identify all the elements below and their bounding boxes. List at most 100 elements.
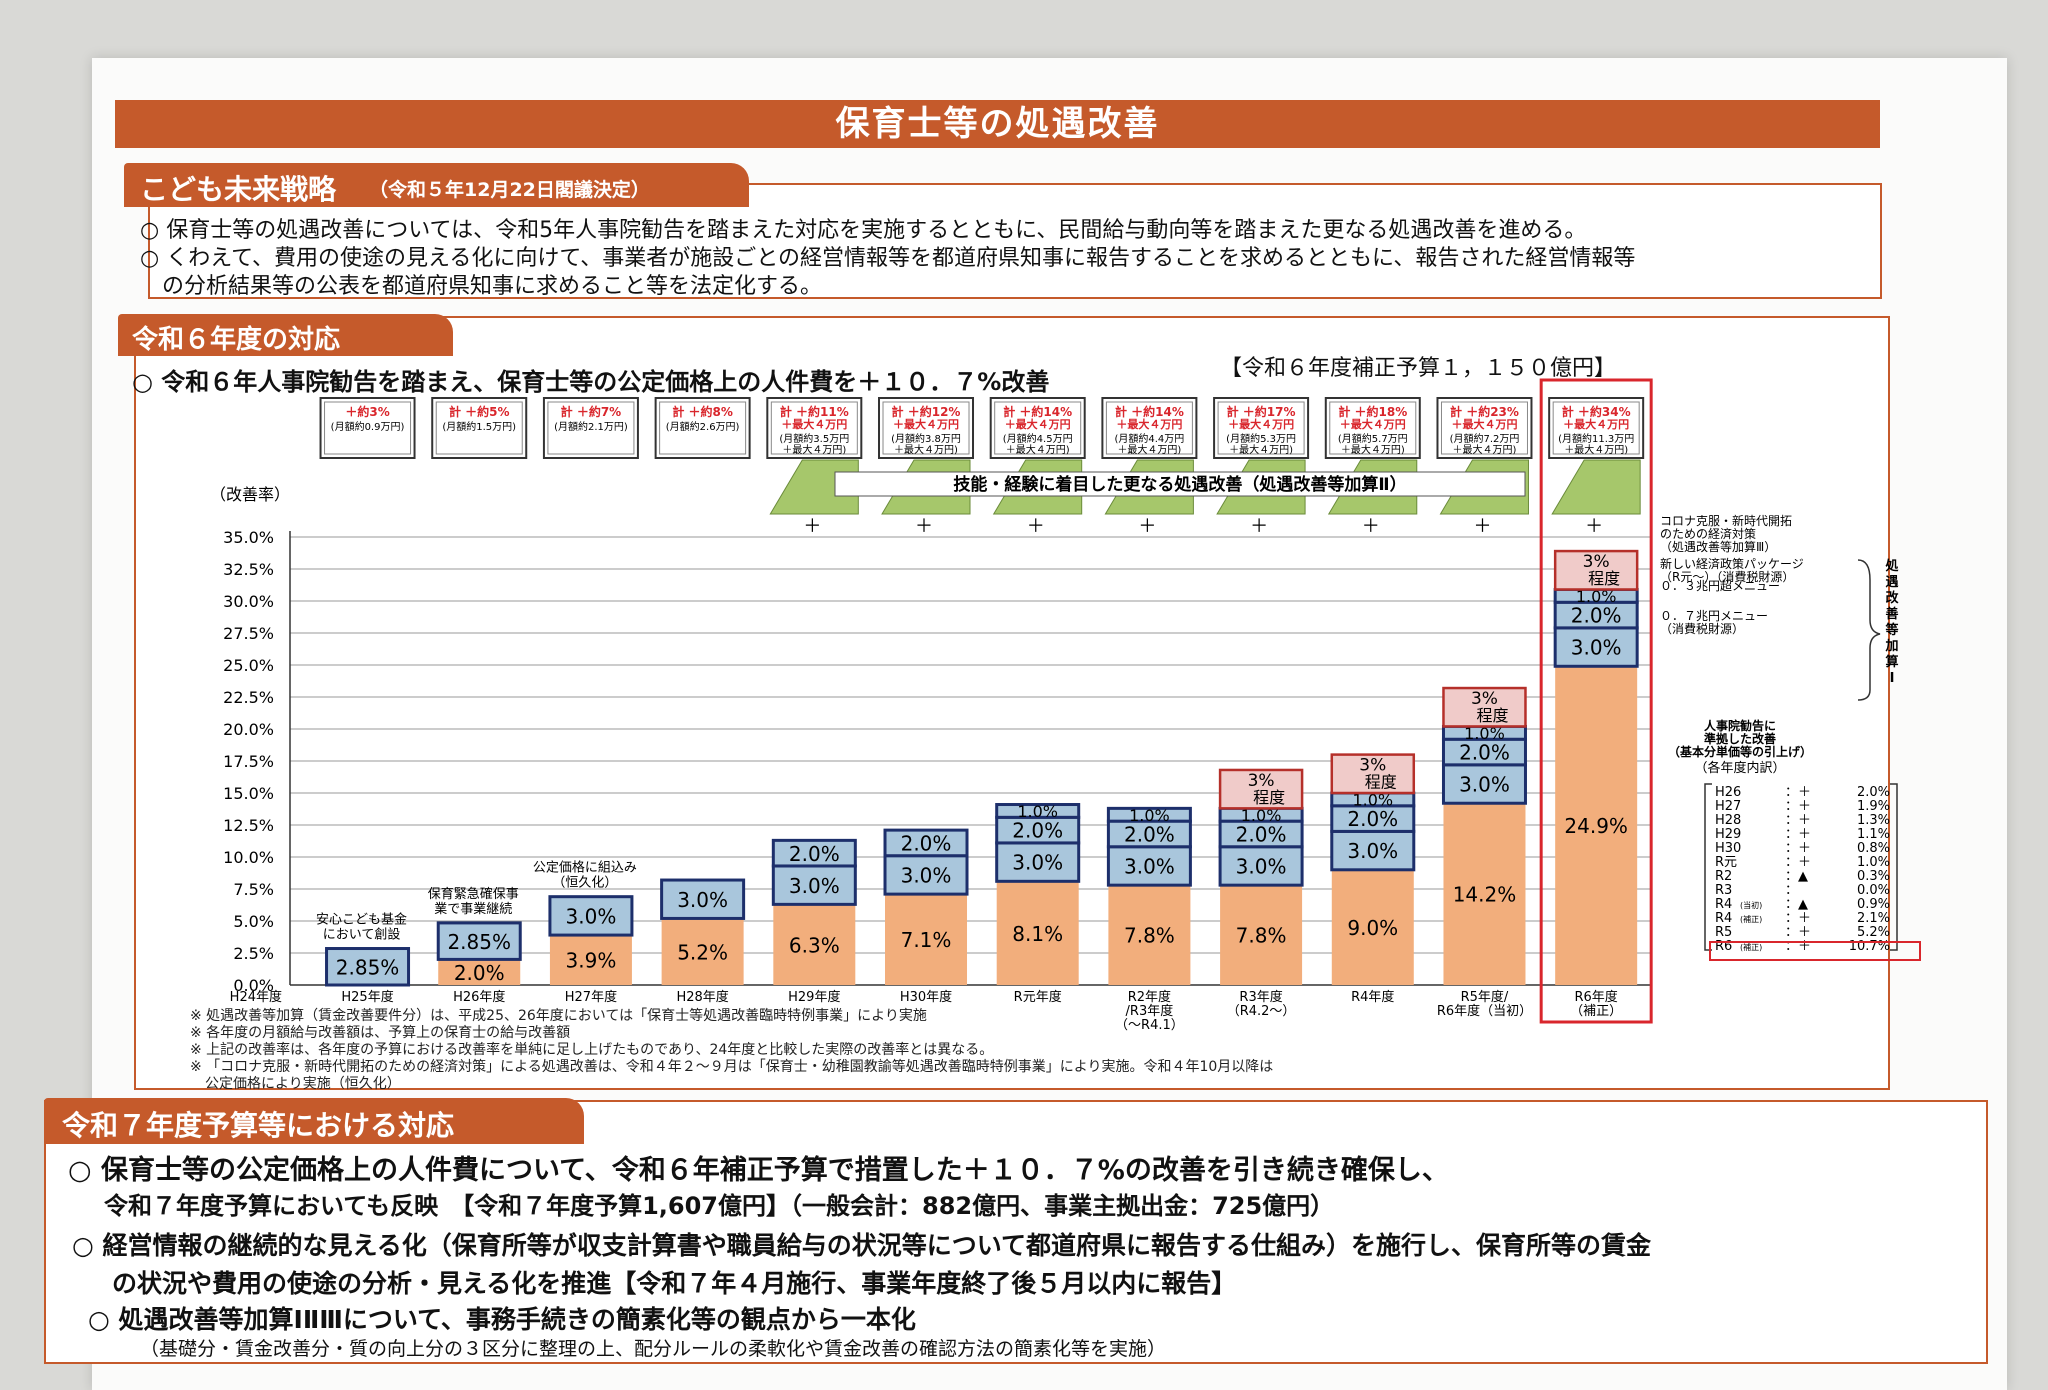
x-tick-label: H28年度: [676, 989, 728, 1005]
top-summary-main: ＋約3%: [345, 404, 389, 419]
top-summary-sub: (月額約5.3万円: [1226, 432, 1296, 445]
plus-sign: ＋: [1027, 516, 1045, 537]
x-tick-label: H24年度: [230, 989, 282, 1005]
breakdown-year: R元: [1715, 855, 1737, 870]
bar-label: 3%: [1248, 771, 1275, 791]
y-tick-label: 2.5%: [233, 944, 274, 963]
top-summary-main: 計 ＋約12%: [892, 404, 961, 419]
x-tick-label: R3年度: [1239, 989, 1282, 1005]
bar-label: 2.0%: [1459, 741, 1510, 765]
footnote-4: ※ 「コロナ克服・新時代開拓のための経済対策」による処遇改善は、令和４年２～９月…: [190, 1059, 1274, 1075]
top-summary-inner: [882, 401, 970, 455]
bar-segment: [436, 921, 522, 961]
breakdown-year: H30: [1715, 841, 1741, 856]
breakdown-value: 0.8%: [1857, 841, 1890, 856]
plus-sign: ＋: [1585, 516, 1603, 537]
top-summary-inner: [324, 401, 412, 455]
bar-segment: [1106, 806, 1192, 823]
top-summary-inner: [1105, 401, 1193, 455]
top-summary-box: [1548, 397, 1645, 459]
top-summary-main: 計 ＋約18%: [1338, 404, 1407, 419]
right-bracket-label: 処: [1884, 558, 1899, 574]
breakdown-value: 1.3%: [1857, 813, 1890, 828]
bar-segment: [771, 864, 857, 906]
bar-segment: [1443, 803, 1526, 985]
bar-label: 3.0%: [789, 874, 840, 898]
right-bracket: [1857, 559, 1881, 701]
top-summary-inner: [994, 401, 1082, 455]
breakdown-sign: ：: [1785, 883, 1798, 898]
plus-sign: ＋: [1473, 516, 1491, 537]
bar-label: 3.0%: [1347, 839, 1398, 863]
breakdown-year: R4: [1715, 911, 1732, 926]
bar-label: 3.0%: [1571, 636, 1622, 660]
bar-segment: [1442, 686, 1527, 728]
breakdown-year: H26: [1715, 785, 1741, 800]
bar-label: 2.0%: [901, 832, 952, 856]
bar-annotation: 公定価格に組込み: [533, 860, 637, 876]
bar-label: 3.0%: [1012, 851, 1063, 875]
bar-label: 2.0%: [1571, 604, 1622, 628]
bar-label: 1.0%: [1129, 806, 1170, 825]
bar-label: 2.0%: [1236, 823, 1287, 847]
top-summary-sub: (月額約7.2万円: [1450, 432, 1520, 445]
top-summary-sub: (月額約2.1万円): [554, 420, 628, 433]
bar-segment: [1220, 885, 1303, 985]
right-bracket-label: 改: [1885, 590, 1899, 606]
bar-segment: [438, 959, 521, 985]
top-summary-main: 計 ＋約11%: [780, 404, 849, 419]
bar-label: 3%: [1359, 756, 1386, 776]
breakdown-sign: ：＋: [1785, 925, 1811, 940]
top-summary-main2: ＋最大４万円: [1228, 417, 1294, 431]
fy2025-line-5: ○ 処遇改善等加算ⅠⅡⅢについて、事務手続きの簡素化等の観点から一本化: [88, 1305, 916, 1334]
top-summary-box: [766, 397, 863, 459]
top-summary-box: [1324, 397, 1421, 459]
jinji-label: 人事院勧告に: [1704, 718, 1776, 733]
page-title: 保育士等の処遇改善: [115, 100, 1880, 148]
plus-sign: ＋: [1250, 516, 1268, 537]
top-summary-inner: [1329, 401, 1417, 455]
plus-sign: ＋: [803, 516, 821, 537]
breakdown-year: H29: [1715, 827, 1741, 842]
x-tick-label: R4年度: [1351, 989, 1394, 1005]
y-tick-label: 7.5%: [233, 880, 274, 899]
breakdown-sign: ：▲: [1785, 897, 1808, 912]
strategy-tab-note: （令和５年12月22日閣議決定）: [369, 179, 650, 201]
bar-label: 7.8%: [1236, 924, 1287, 948]
bar-label: 1.0%: [1352, 790, 1393, 809]
top-summary-sub: (月額約3.8万円: [891, 432, 961, 445]
top-summary-sub: (月額約11.3万円: [1558, 432, 1634, 445]
top-summary-sub: (月額約2.6万円): [666, 420, 740, 433]
right-label: ０．３兆円超メニュー: [1660, 578, 1780, 593]
breakdown-year: H28: [1715, 813, 1741, 828]
bar-annotation: 安心こども基金: [316, 912, 407, 928]
breakdown-value: 0.0%: [1857, 883, 1890, 898]
footnote-3: ※ 上記の改善率は、各年度の予算における改善率を単純に足し上げたものであり、24…: [190, 1042, 994, 1058]
top-summary-main: 計 ＋約14%: [1115, 404, 1184, 419]
highlight-frame: [1539, 378, 1653, 1024]
top-summary-sub2: ＋最大４万円): [1117, 443, 1181, 456]
fy2024-tab: 令和６年度の対応: [118, 314, 453, 356]
breakdown-value: 0.9%: [1857, 897, 1890, 912]
top-summary-inner: [435, 401, 523, 455]
top-summary-main2: ＋最大４万円: [1005, 417, 1071, 431]
y-tick-label: 22.5%: [223, 688, 274, 707]
top-summary-box: [654, 397, 751, 459]
fy2025-tab-label: 令和７年度予算等における対応: [62, 1109, 455, 1142]
bar-label: 3.0%: [566, 904, 617, 928]
breakdown-value: 2.0%: [1857, 785, 1890, 800]
fy2025-box: [44, 1100, 1988, 1364]
plus-sign: ＋: [915, 516, 933, 537]
bar-segment: [1108, 885, 1191, 985]
breakdown-sign: ：＋: [1785, 827, 1811, 842]
x-tick-label: （補正）: [1570, 1004, 1622, 1019]
y-tick-label: 25.0%: [223, 656, 274, 675]
bar-label: 2.0%: [789, 842, 840, 866]
strategy-line-3: の分析結果等の公表を都道府県知事に求めること等を法定化する。: [162, 274, 823, 299]
fy2024-headline: ○ 令和６年人事院勧告を踏まえ、保育士等の公定価格上の人件費を＋１０．７%改善: [132, 368, 1050, 396]
right-label: （R元～）（消費税財源）: [1660, 569, 1794, 584]
bar-label: 程度: [1365, 773, 1397, 792]
bar-label: 程度: [1476, 706, 1508, 725]
breakdown-value: 1.1%: [1857, 827, 1890, 842]
y-tick-label: 32.5%: [223, 560, 274, 579]
